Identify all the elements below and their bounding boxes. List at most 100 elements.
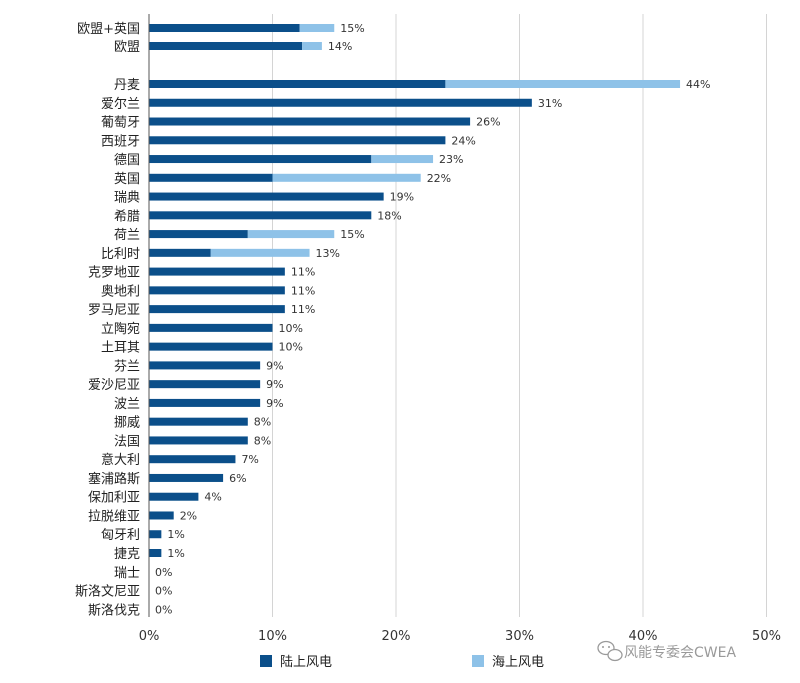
bar-onshore	[149, 511, 174, 520]
value-label: 0%	[155, 603, 172, 616]
bar-onshore	[149, 117, 471, 126]
value-label: 19%	[390, 191, 414, 204]
value-label: 14%	[328, 40, 352, 53]
value-label: 11%	[291, 284, 315, 297]
value-label: 8%	[254, 434, 271, 447]
bar-onshore	[149, 436, 248, 445]
value-label: 11%	[291, 266, 315, 279]
legend-swatch-onshore	[260, 655, 272, 667]
value-label: 10%	[279, 341, 303, 354]
bar-offshore	[247, 230, 335, 239]
bar-onshore	[149, 192, 384, 201]
category-label: 波兰	[114, 397, 140, 412]
bar-onshore	[149, 455, 236, 464]
category-label: 奥地利	[101, 284, 140, 299]
category-label: 欧盟+英国	[77, 22, 140, 37]
bar-onshore	[149, 342, 273, 351]
category-label: 爱尔兰	[101, 97, 140, 112]
value-label: 31%	[538, 97, 562, 110]
bar-onshore	[149, 173, 273, 182]
category-label: 丹麦	[114, 78, 140, 93]
category-label: 比利时	[101, 247, 140, 262]
bar-onshore	[149, 136, 446, 145]
category-label: 立陶宛	[101, 321, 140, 337]
value-label: 18%	[377, 209, 401, 222]
value-label: 9%	[266, 378, 283, 391]
bar-onshore	[149, 361, 261, 370]
bar-onshore	[149, 286, 285, 295]
bar-onshore	[149, 80, 446, 88]
value-label: 13%	[316, 247, 340, 260]
category-label: 欧盟	[114, 40, 140, 55]
grid-lines	[272, 14, 767, 617]
category-label: 爱沙尼亚	[88, 378, 140, 393]
value-labels: 15%14%44%31%26%24%23%22%19%18%15%13%11%1…	[155, 22, 711, 616]
bar-onshore	[149, 417, 248, 426]
category-label: 塞浦路斯	[88, 471, 140, 487]
category-label: 匈牙利	[101, 528, 140, 543]
category-label: 希腊	[114, 209, 140, 224]
value-label: 15%	[340, 22, 364, 35]
category-label: 保加利亚	[88, 491, 140, 506]
wechat-icon	[597, 640, 623, 662]
value-label: 9%	[266, 397, 283, 410]
x-tick-label: 10%	[258, 629, 287, 644]
value-label: 4%	[204, 491, 221, 504]
value-label: 0%	[155, 566, 172, 579]
bar-onshore	[149, 305, 285, 314]
legend-label-offshore: 海上风电	[492, 655, 544, 670]
value-label: 26%	[476, 116, 500, 129]
category-label: 克罗地亚	[88, 266, 140, 281]
category-label: 荷兰	[114, 228, 140, 243]
value-label: 9%	[266, 359, 283, 372]
category-label: 葡萄牙	[101, 116, 140, 131]
category-label: 英国	[114, 172, 140, 187]
value-label: 0%	[155, 585, 172, 598]
category-labels: 欧盟+英国欧盟丹麦爱尔兰葡萄牙西班牙德国英国瑞典希腊荷兰比利时克罗地亚奥地利罗马…	[75, 22, 140, 618]
value-label: 1%	[167, 528, 184, 541]
watermark: 风能专委会CWEA	[597, 640, 736, 662]
category-label: 斯洛伐克	[88, 603, 140, 618]
bar-onshore	[149, 267, 285, 276]
x-tick-label: 20%	[382, 629, 411, 644]
bar-offshore	[299, 24, 335, 32]
value-label: 15%	[340, 228, 364, 241]
bar-onshore	[149, 248, 211, 257]
value-label: 22%	[427, 172, 451, 185]
legend: 陆上风电 海上风电	[260, 654, 544, 670]
watermark-text: 风能专委会CWEA	[624, 645, 736, 661]
bar-onshore	[149, 492, 199, 501]
bar-onshore	[149, 98, 532, 107]
legend-swatch-offshore	[472, 655, 484, 667]
bar-onshore	[149, 398, 261, 407]
bar-onshore	[149, 380, 261, 389]
category-label: 芬兰	[114, 359, 140, 374]
x-tick-label: 40%	[629, 629, 658, 644]
value-label: 6%	[229, 472, 246, 485]
bar-offshore	[371, 155, 434, 164]
category-label: 斯洛文尼亚	[75, 585, 140, 600]
bar-offshore	[445, 80, 681, 88]
x-tick-label: 0%	[139, 629, 160, 644]
value-label: 7%	[241, 453, 258, 466]
value-label: 8%	[254, 416, 271, 429]
bar-onshore	[149, 473, 224, 482]
category-label: 瑞典	[114, 191, 140, 206]
bar-onshore	[149, 549, 162, 557]
value-label: 10%	[279, 322, 303, 335]
bar-onshore	[149, 155, 372, 164]
bar-onshore	[149, 323, 273, 332]
bar-onshore	[149, 230, 248, 239]
category-label: 意大利	[101, 452, 140, 468]
bars-group	[149, 24, 681, 557]
bar-offshore	[210, 248, 310, 257]
value-label: 11%	[291, 303, 315, 316]
category-label: 罗马尼亚	[88, 303, 140, 318]
category-label: 拉脱维亚	[88, 509, 140, 524]
x-tick-label: 50%	[752, 629, 781, 644]
category-label: 捷克	[114, 547, 140, 562]
x-tick-label: 30%	[505, 629, 534, 644]
category-label: 挪威	[114, 416, 140, 431]
legend-label-onshore: 陆上风电	[280, 654, 332, 670]
